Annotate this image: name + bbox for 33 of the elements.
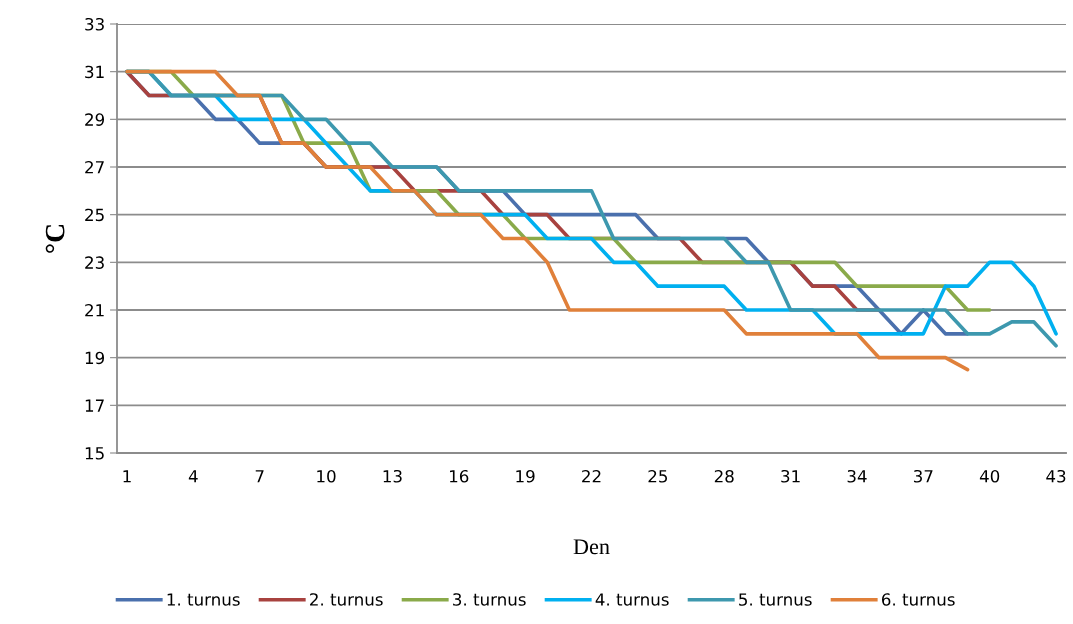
x-tick-label: 1 [123, 470, 131, 483]
x-tick-label: 19 [516, 469, 535, 483]
x-tick-label: 4 [188, 470, 198, 483]
x-tick-label: 25 [648, 469, 668, 483]
x-tick-label: 40 [979, 469, 1000, 483]
x-tick-label: 16 [450, 469, 469, 483]
y-tick-label: 27 [85, 160, 104, 174]
legend-label: 5. turnus [739, 593, 812, 606]
x-tick-label: 13 [383, 469, 402, 483]
y-tick-label: 19 [85, 351, 105, 365]
x-tick-label: 22 [582, 469, 601, 483]
x-tick-label: 10 [317, 469, 336, 483]
x-axis-title: Den [573, 539, 610, 555]
x-tick-label: 37 [913, 469, 933, 483]
y-tick-label: 15 [85, 447, 104, 460]
y-tick-label: 29 [85, 113, 105, 126]
y-axis-title: °C [45, 225, 65, 253]
x-tick-label: 43 [1046, 469, 1066, 483]
y-tick-label: 33 [85, 17, 104, 31]
y-tick-label: 17 [85, 399, 104, 412]
x-tick-label: 28 [714, 469, 734, 483]
legend-label: 6. turnus [881, 593, 955, 606]
x-tick-label: 31 [781, 469, 800, 483]
x-tick-label: 7 [255, 470, 264, 483]
legend-label: 3. turnus [453, 593, 526, 606]
y-tick-label: 31 [85, 65, 104, 79]
legend-label: 4. turnus [595, 593, 669, 606]
y-tick-label: 25 [85, 208, 104, 222]
y-tick-label: 23 [85, 256, 104, 269]
legend-label: 2. turnus [310, 593, 383, 606]
legend-label: 1. turnus [167, 593, 240, 606]
x-tick-label: 34 [847, 469, 867, 483]
y-tick-label: 21 [85, 303, 104, 317]
